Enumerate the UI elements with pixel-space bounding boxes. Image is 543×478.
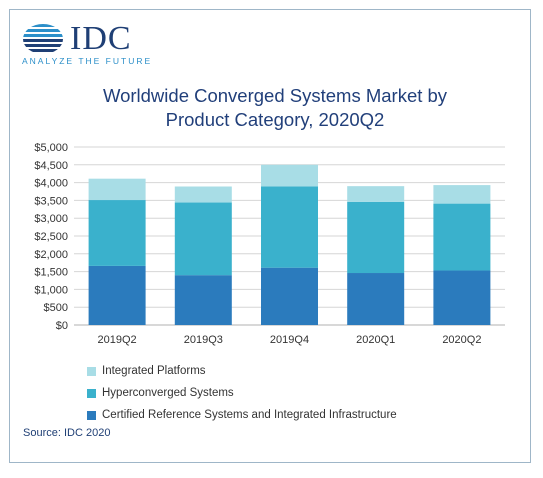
y-tick-label: $4,000 xyxy=(34,178,68,190)
bar-segment-2019Q3-3 xyxy=(174,186,232,203)
source-note: Source: IDC 2020 xyxy=(23,427,111,439)
y-tick-label: $3,000 xyxy=(34,213,68,225)
chart-title-line-2: Product Category, 2020Q2 xyxy=(165,109,385,130)
striped-globe-icon xyxy=(23,24,63,52)
bar-segment-2019Q2-3 xyxy=(88,178,146,201)
y-tick-label: $3,500 xyxy=(34,195,68,207)
x-category-label: 2019Q2 xyxy=(98,334,137,346)
bar-segment-2020Q1-3 xyxy=(347,186,405,202)
legend-label: Integrated Platforms xyxy=(102,365,206,377)
bar-segment-2020Q1-1 xyxy=(347,273,405,325)
bar-segment-2019Q2-1 xyxy=(88,265,146,325)
legend-swatch xyxy=(87,388,96,398)
y-tick-label: $2,500 xyxy=(34,231,68,243)
logo-tagline: ANALYZE THE FUTURE xyxy=(22,56,153,66)
legend-swatch xyxy=(87,366,96,376)
bar-segment-2019Q3-1 xyxy=(174,275,232,325)
bar-segment-2020Q2-3 xyxy=(433,185,491,204)
chart-title-line-1: Worldwide Converged Systems Market by xyxy=(102,85,448,106)
y-tick-label: $500 xyxy=(44,302,68,314)
legend-item: Integrated Platforms xyxy=(87,360,397,382)
x-category-label: 2019Q4 xyxy=(270,334,309,346)
chart-title: Worldwide Converged Systems Market by Pr… xyxy=(40,84,510,132)
y-tick-label: $4,500 xyxy=(34,160,68,172)
idc-logo: IDC ANALYZE THE FUTURE xyxy=(22,20,172,68)
bar-segment-2019Q4-2 xyxy=(261,186,318,268)
y-tick-label: $2,000 xyxy=(34,249,68,261)
chart-legend: Integrated Platforms Hyperconverged Syste… xyxy=(87,360,397,426)
logo-text: IDC xyxy=(70,20,132,57)
bar-segment-2020Q2-1 xyxy=(433,270,491,325)
legend-item: Hyperconverged Systems xyxy=(87,382,397,404)
y-tick-label: $1,500 xyxy=(34,267,68,279)
y-tick-label: $1,000 xyxy=(34,284,68,296)
x-category-label: 2019Q3 xyxy=(184,334,223,346)
bar-segment-2020Q2-2 xyxy=(433,203,491,271)
legend-item: Certified Reference Systems and Integrat… xyxy=(87,404,397,426)
x-category-label: 2020Q2 xyxy=(442,334,481,346)
bar-segment-2019Q2-2 xyxy=(88,200,146,266)
legend-swatch xyxy=(87,410,96,420)
x-category-label: 2020Q1 xyxy=(356,334,395,346)
y-tick-label: $5,000 xyxy=(34,142,68,154)
bar-segment-2019Q4-1 xyxy=(261,267,318,325)
legend-label: Certified Reference Systems and Integrat… xyxy=(102,409,397,421)
bar-segment-2019Q4-3 xyxy=(261,164,318,187)
legend-label: Hyperconverged Systems xyxy=(102,387,234,399)
bar-segment-2020Q1-2 xyxy=(347,201,405,274)
y-tick-label: $0 xyxy=(56,320,68,332)
bar-segment-2019Q3-2 xyxy=(174,202,232,276)
